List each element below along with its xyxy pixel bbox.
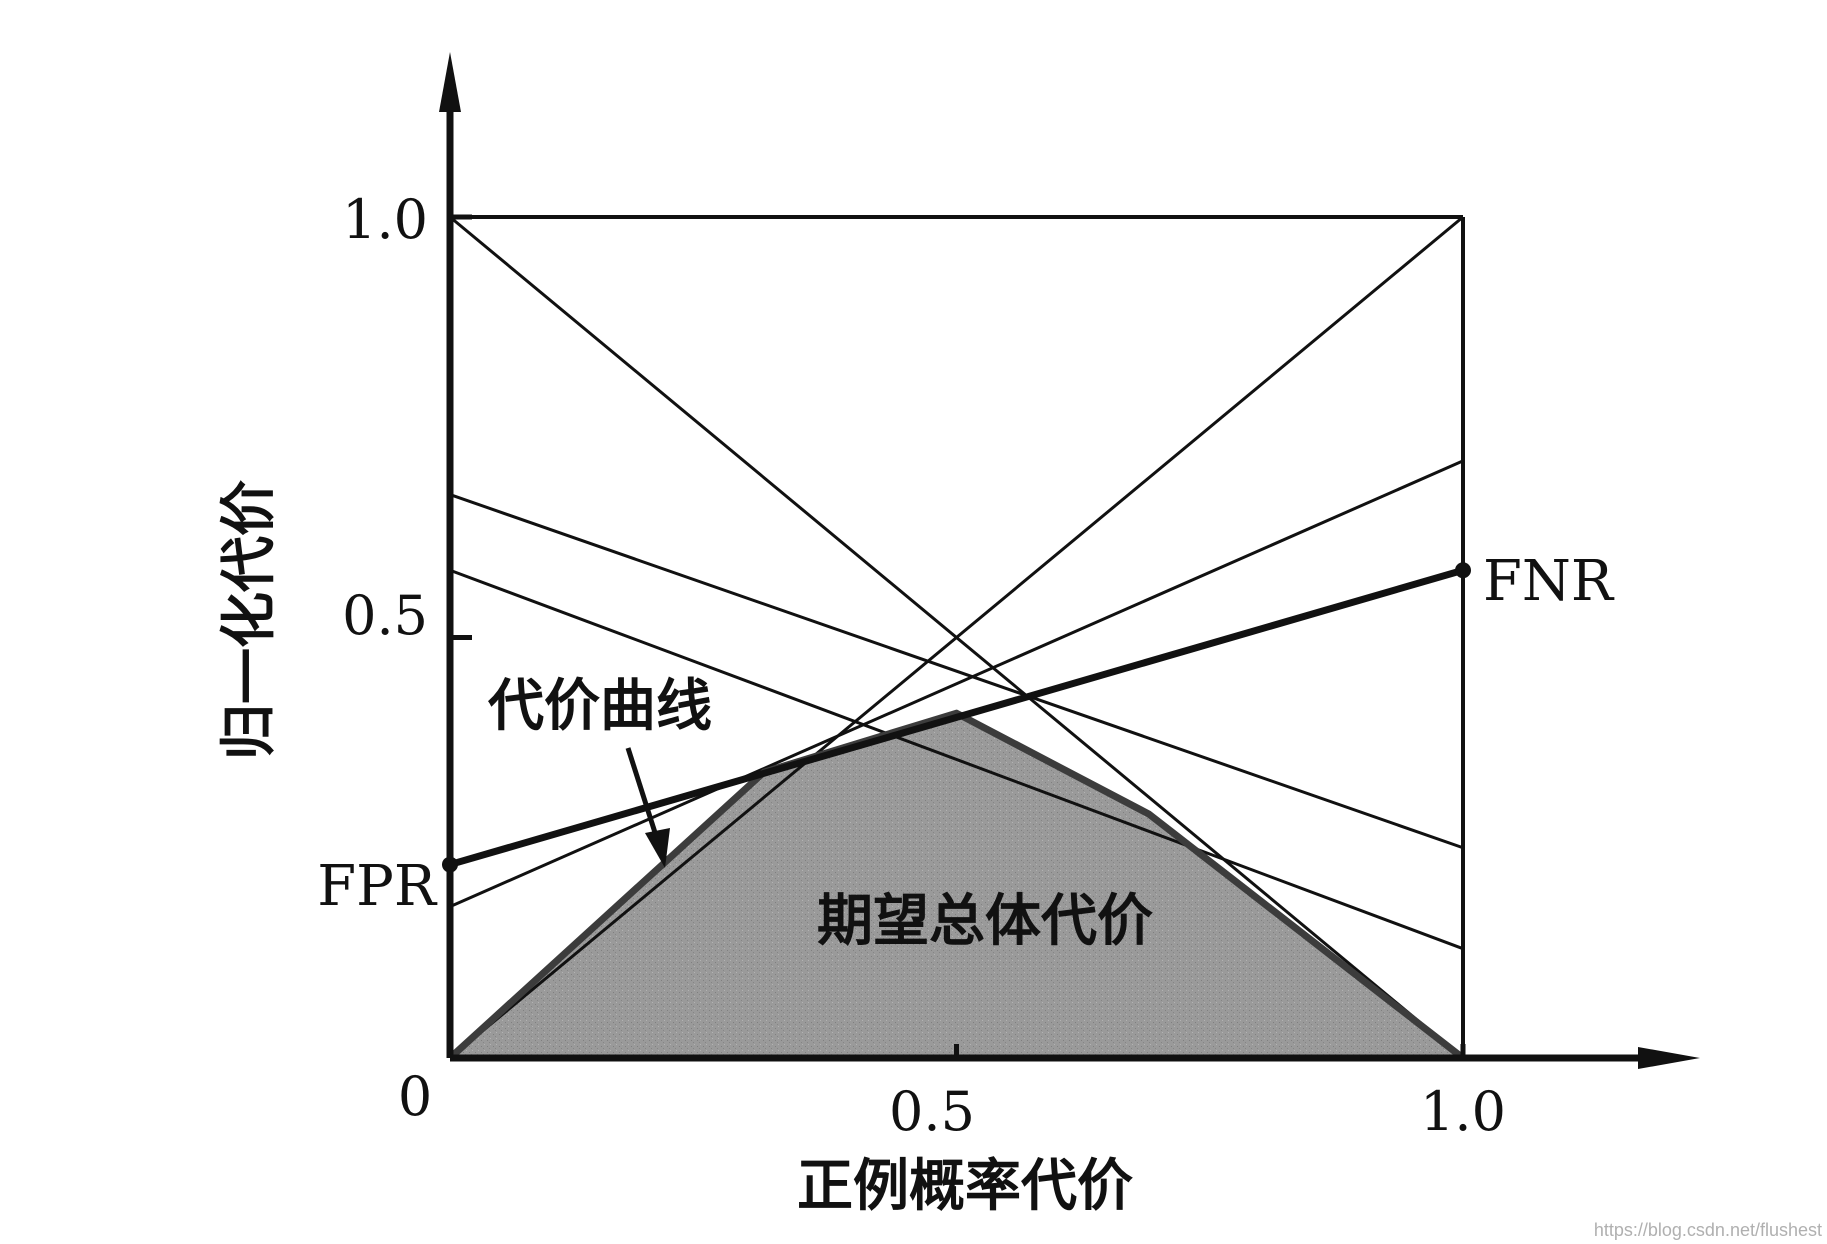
y-axis-title: 归一化代价 [217, 480, 282, 760]
x-tick-label-0: 0 [398, 1065, 432, 1128]
cost-curve-pointer-line [625, 747, 661, 843]
cost-line-2 [449, 215, 1464, 1060]
cost-lines [449, 215, 1464, 1060]
cost-curve-pointer-head [645, 828, 670, 868]
tick-marks [450, 214, 1466, 1058]
fnr-label: FNR [1483, 549, 1615, 614]
y-tick-label-0.5: 0.5 [342, 584, 428, 647]
expected-cost-curve [447, 709, 1466, 1061]
x-tick-label-0.5: 0.5 [889, 1080, 975, 1143]
expected-total-cost-area [450, 713, 1463, 1058]
fpr-label: FPR [317, 854, 438, 919]
watermark: https://blog.csdn.net/flushest [1594, 1220, 1822, 1240]
expected-cost-area-label: 期望总体代价 [817, 889, 1153, 954]
x-tick-label-1.0: 1.0 [1420, 1080, 1506, 1143]
x-axis-title: 正例概率代价 [797, 1154, 1133, 1219]
cost-line-5 [449, 459, 1464, 908]
x-axis-arrow [1638, 1047, 1700, 1069]
y-axis-arrow [439, 52, 461, 112]
highlighted-cost-line [449, 566, 1464, 868]
y-tick-label-1.0: 1.0 [342, 188, 428, 251]
fnr-point [1455, 562, 1471, 579]
cost-line-3 [449, 493, 1464, 850]
cost-line-4 [449, 568, 1464, 951]
cost-curve-label: 代价曲线 [487, 674, 712, 739]
